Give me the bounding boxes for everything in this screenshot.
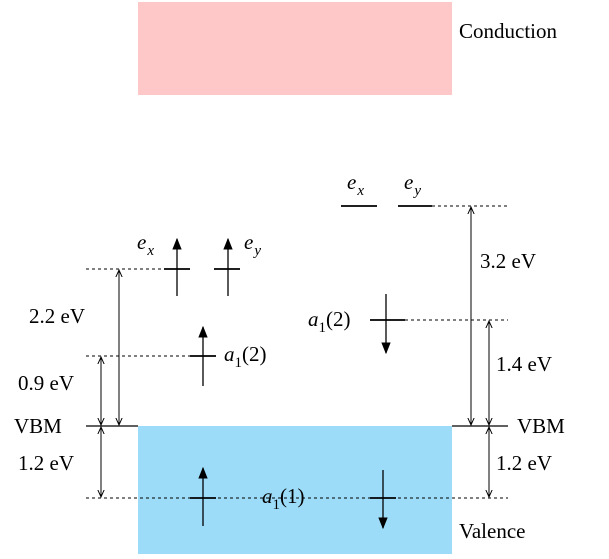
label-ey-right: ey	[404, 170, 421, 199]
label-ex-left: ex	[137, 230, 154, 259]
vbm-label-right: VBM	[517, 414, 565, 438]
valence-label: Valence	[459, 519, 525, 543]
label-a11: a1(1)	[262, 484, 305, 513]
vbm-label-left: VBM	[14, 414, 62, 438]
gap-e-label-right: 3.2 eV	[480, 249, 536, 273]
label-a12-right: a1(2)	[308, 307, 351, 336]
conduction-label: Conduction	[459, 19, 557, 43]
label-ey-left: ey	[244, 230, 261, 259]
below-vbm-label-left: 1.2 eV	[18, 451, 74, 475]
gap-e-label-left: 2.2 eV	[29, 304, 85, 328]
label-ex-right: ex	[347, 170, 364, 199]
below-vbm-label-right: 1.2 eV	[496, 451, 552, 475]
label-a12-left: a1(2)	[224, 342, 267, 371]
conduction-band	[138, 2, 452, 95]
gap-a12-label-right: 1.4 eV	[496, 352, 552, 376]
gap-a12-label-left: 0.9 eV	[18, 371, 74, 395]
valence-band	[138, 426, 452, 554]
